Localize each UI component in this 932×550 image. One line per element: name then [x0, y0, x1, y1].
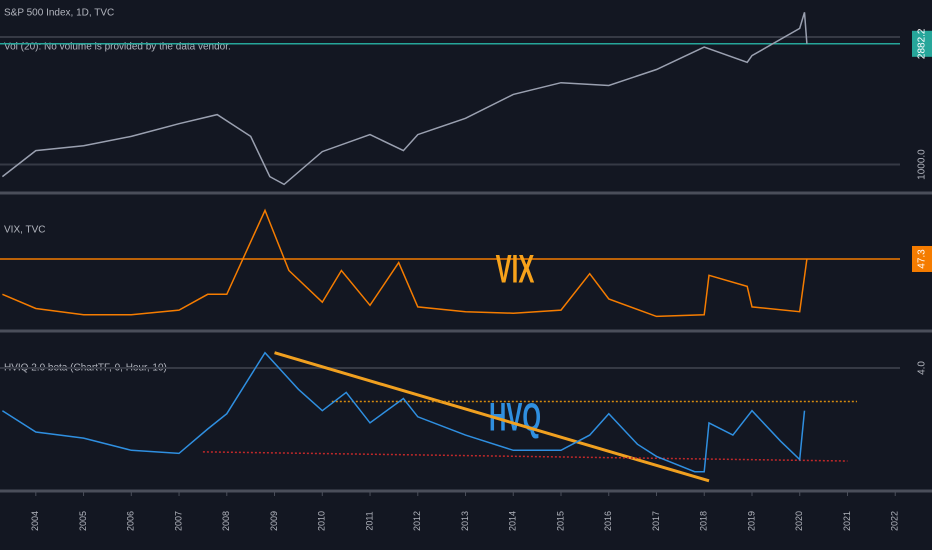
x-tick-label: 2009 — [269, 511, 279, 531]
x-tick-label: 2022 — [890, 511, 900, 531]
x-tick-label: 2018 — [699, 511, 709, 531]
x-tick-label: 2021 — [842, 511, 852, 531]
x-tick-label: 2012 — [412, 511, 422, 531]
x-tick-label: 2004 — [30, 511, 40, 531]
price-label-box — [912, 30, 932, 57]
pane-title: VIX, TVC — [4, 225, 46, 236]
x-tick-label: 2013 — [460, 511, 470, 531]
x-tick-label: 2010 — [317, 511, 327, 531]
x-tick-label: 2007 — [173, 511, 183, 531]
price-label-box — [912, 245, 932, 272]
x-tick-label: 2020 — [794, 511, 804, 531]
x-tick-label: 2016 — [603, 511, 613, 531]
pane-title: S&P 500 Index, 1D, TVC — [4, 8, 114, 19]
x-tick-label: 2008 — [221, 511, 231, 531]
pane-subtitle: Vol (20): No volume is provided by the d… — [4, 42, 231, 53]
x-tick-label: 2017 — [651, 511, 661, 531]
x-tick-label: 2005 — [78, 511, 88, 531]
line-series — [1, 351, 806, 473]
y-tick-label: 4.0 — [917, 361, 928, 375]
x-tick-label: 2015 — [555, 511, 565, 531]
x-tick-label: 2011 — [364, 511, 374, 530]
x-tick-label: 2014 — [508, 511, 518, 531]
annotation: VIX — [496, 246, 535, 291]
y-tick-label: 1000.0 — [917, 149, 928, 180]
y-tick-label: 47.3 — [917, 249, 928, 269]
x-tick-label: 2019 — [746, 511, 756, 531]
trend-line — [202, 451, 848, 462]
line-series — [1, 12, 808, 186]
y-tick-label: 2882.2 — [917, 28, 928, 59]
x-tick-label: 2006 — [126, 511, 136, 531]
line-series — [2, 208, 808, 318]
trend-line — [274, 351, 710, 483]
